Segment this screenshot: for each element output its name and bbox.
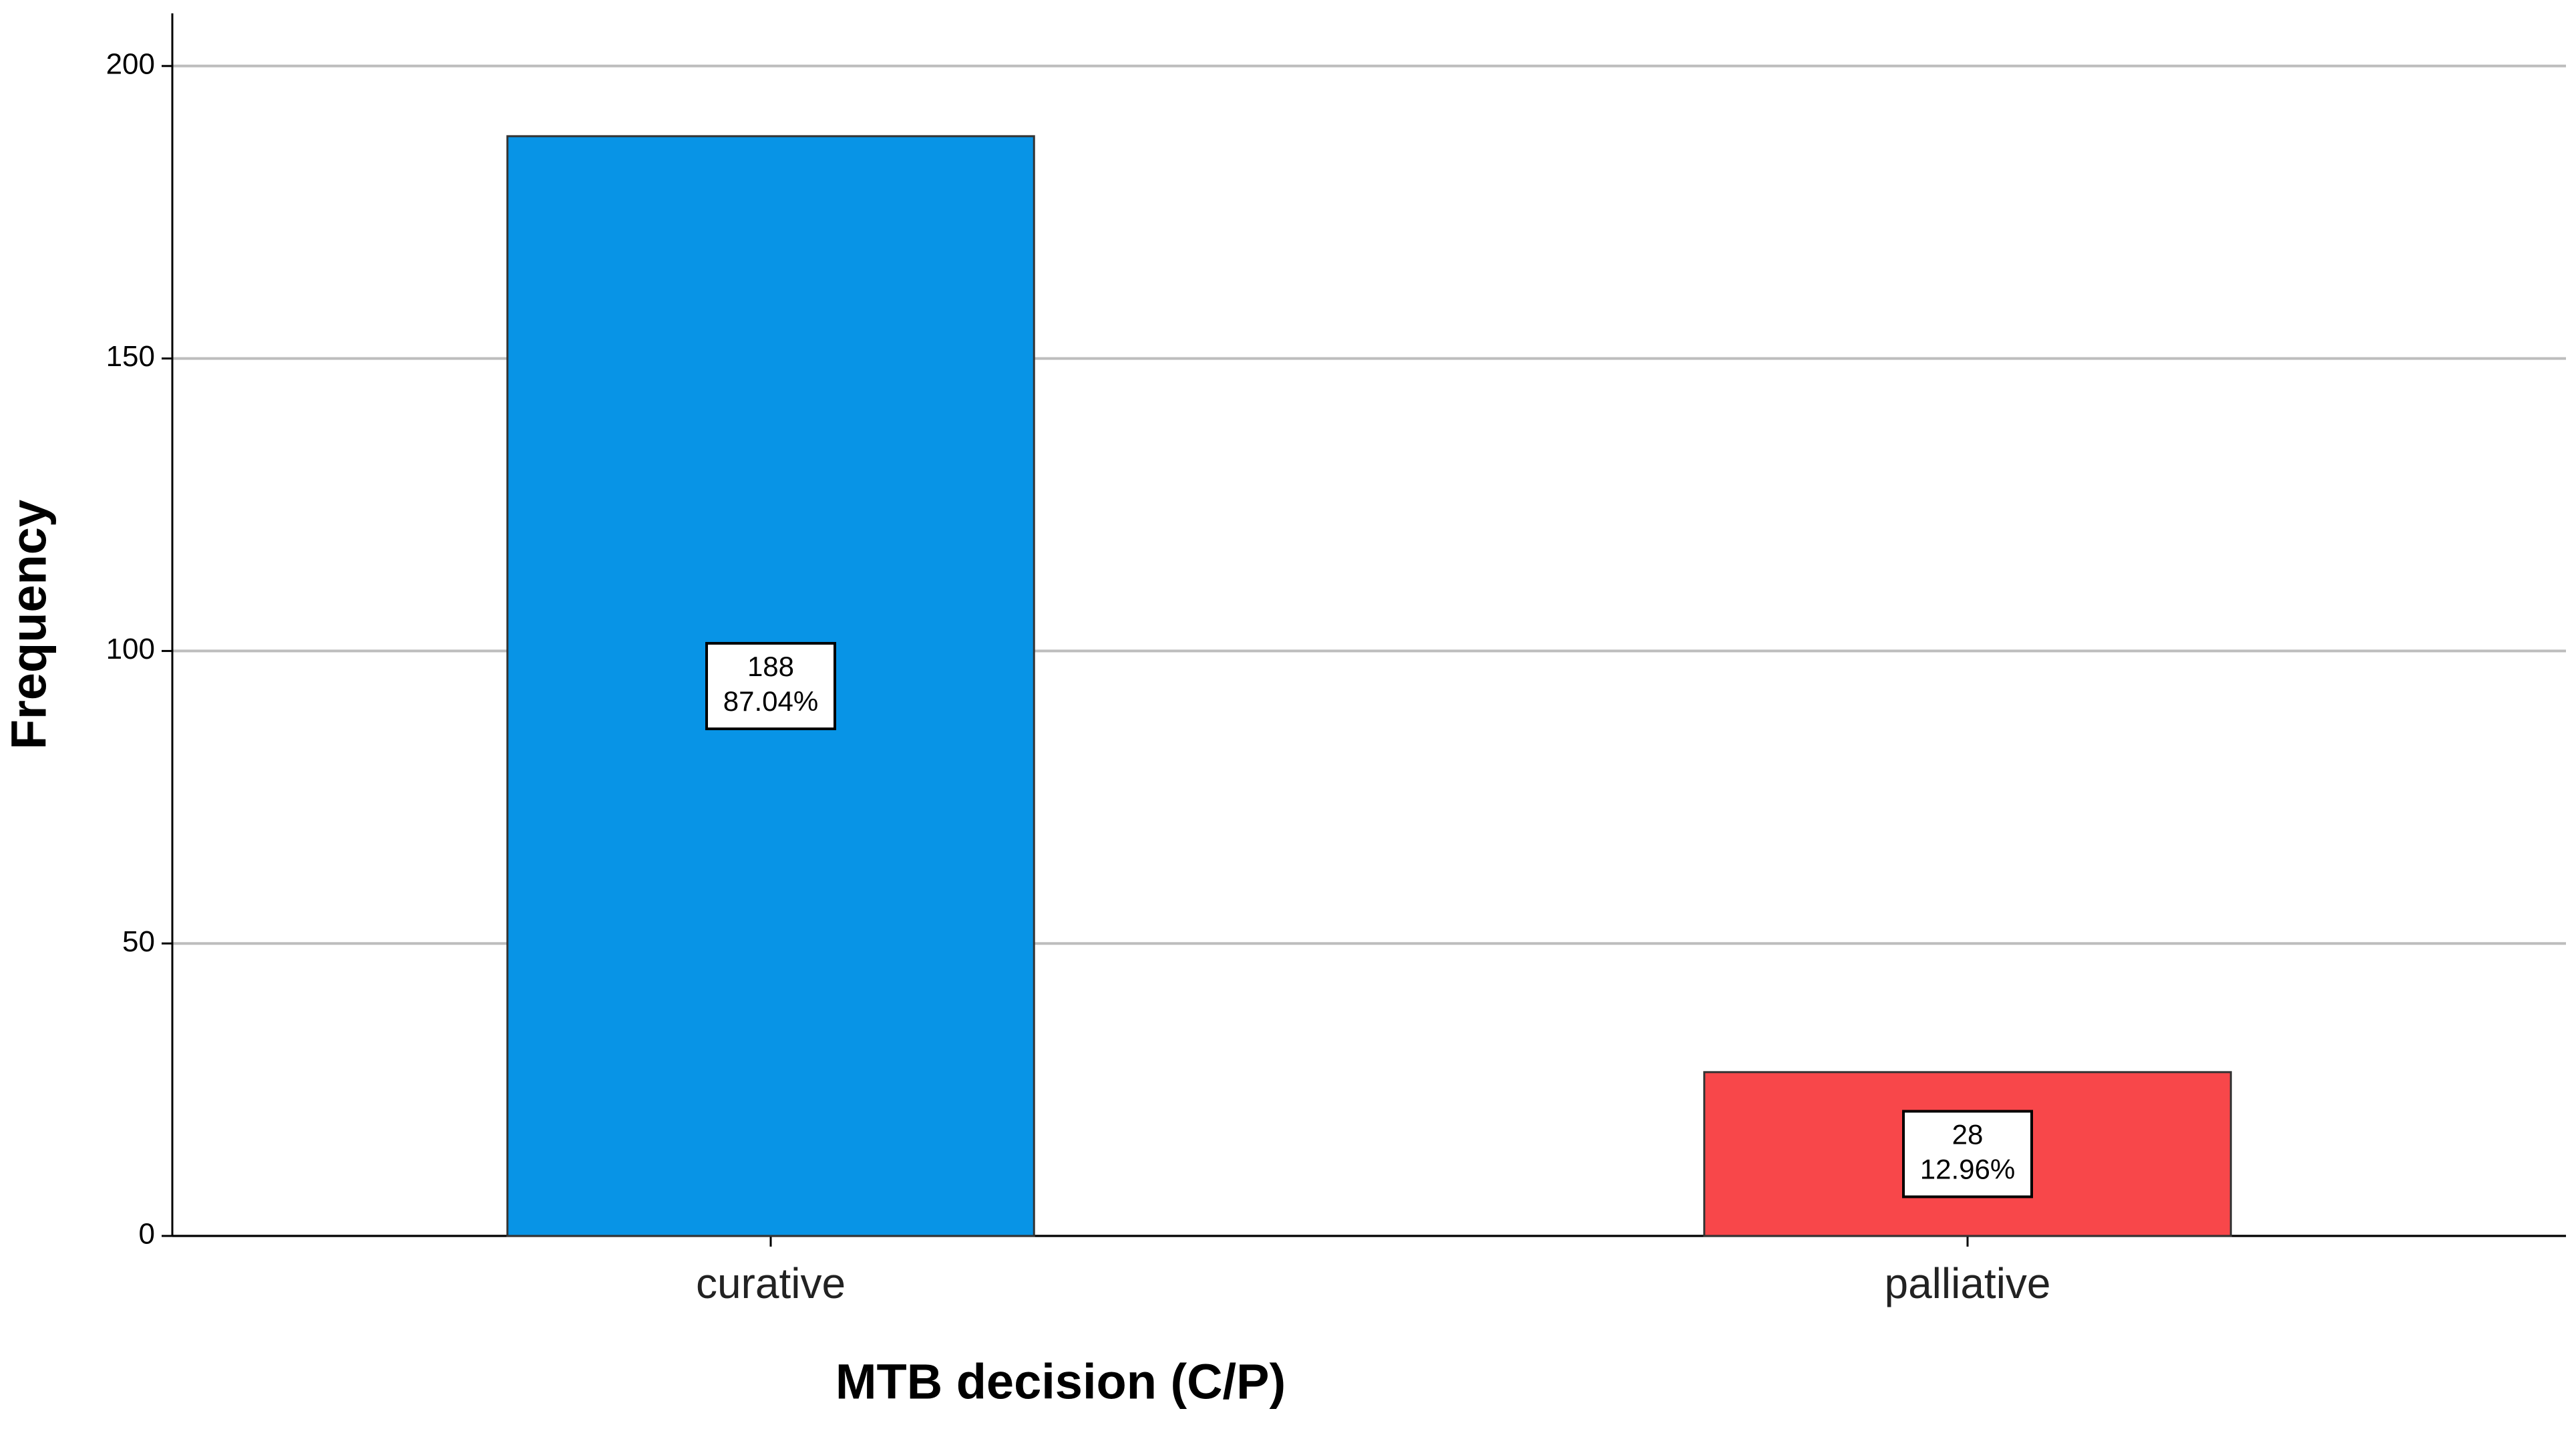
x-axis-title: MTB decision (C/P): [836, 1354, 1286, 1410]
y-tick-label: 200: [106, 47, 155, 80]
percent-label: 87.04%: [723, 685, 818, 717]
y-tick-label: 100: [106, 633, 155, 665]
x-tick-label: palliative: [1884, 1259, 2050, 1307]
y-axis-title: Frequency: [1, 500, 57, 750]
data-label-box: [1902, 1110, 2033, 1199]
y-tick-label: 0: [139, 1218, 155, 1251]
data-label: 188: [747, 651, 794, 682]
y-tick-label: 150: [106, 340, 155, 373]
x-tick-label: curative: [696, 1259, 846, 1307]
data-label-box: [705, 641, 836, 730]
y-tick-label: 50: [122, 925, 155, 958]
data-label: 28: [1952, 1119, 1984, 1150]
percent-label: 12.96%: [1920, 1154, 2015, 1185]
